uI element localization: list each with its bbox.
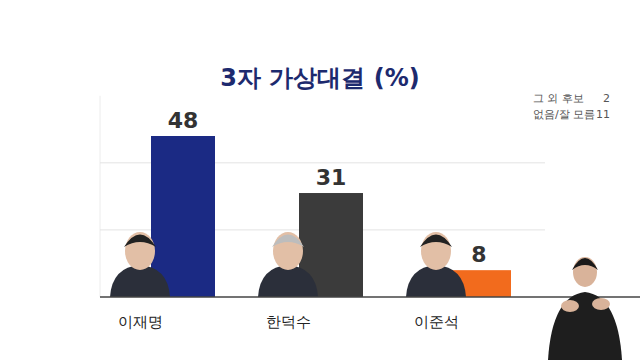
- interpreter: [548, 257, 622, 360]
- annotation-label: 없음/잘 모름: [533, 108, 595, 121]
- data-label: 48: [168, 108, 199, 133]
- value-axis-line: [100, 96, 101, 297]
- annotation-value: 2: [603, 92, 610, 105]
- portrait: [406, 232, 466, 297]
- page: {"chart_data": {"type": "bar", "title": …: [0, 0, 640, 360]
- interpreter-hair: [572, 258, 598, 270]
- category-label: 이재명: [118, 313, 163, 331]
- portrait-hair: [124, 235, 156, 248]
- interpreter-body: [548, 292, 622, 360]
- portrait: [258, 232, 318, 297]
- background: [0, 0, 640, 360]
- category-label: 이준석: [414, 313, 459, 331]
- bars: [151, 136, 511, 297]
- portrait-face: [273, 232, 303, 270]
- chart-root: 3자 가상대결 (%) 그 외 후보 2 없음/잘 모름11 48 31 8 이재명 한덕수 이준…: [0, 0, 640, 360]
- annotation-label: 그 외 후보: [533, 92, 584, 105]
- interpreter-hand: [561, 300, 579, 312]
- portrait-hair: [420, 235, 452, 248]
- bar: [151, 136, 215, 297]
- portrait-face: [421, 232, 451, 270]
- data-label: 8: [471, 242, 486, 267]
- interpreter-face: [573, 257, 597, 287]
- chart-svg: 3자 가상대결 (%) 그 외 후보 2 없음/잘 모름11 48 31 8 이재명 한덕수 이준…: [0, 0, 640, 360]
- portrait-hair: [272, 235, 304, 248]
- title: 3자 가상대결 (%): [220, 64, 419, 92]
- portrait: [110, 232, 170, 297]
- data-label: 31: [316, 165, 347, 190]
- interpreter-hand: [592, 298, 610, 310]
- category-label: 한덕수: [266, 313, 311, 331]
- annotation-value: 11: [596, 108, 610, 121]
- portrait-face: [125, 232, 155, 270]
- baseline: [100, 296, 640, 298]
